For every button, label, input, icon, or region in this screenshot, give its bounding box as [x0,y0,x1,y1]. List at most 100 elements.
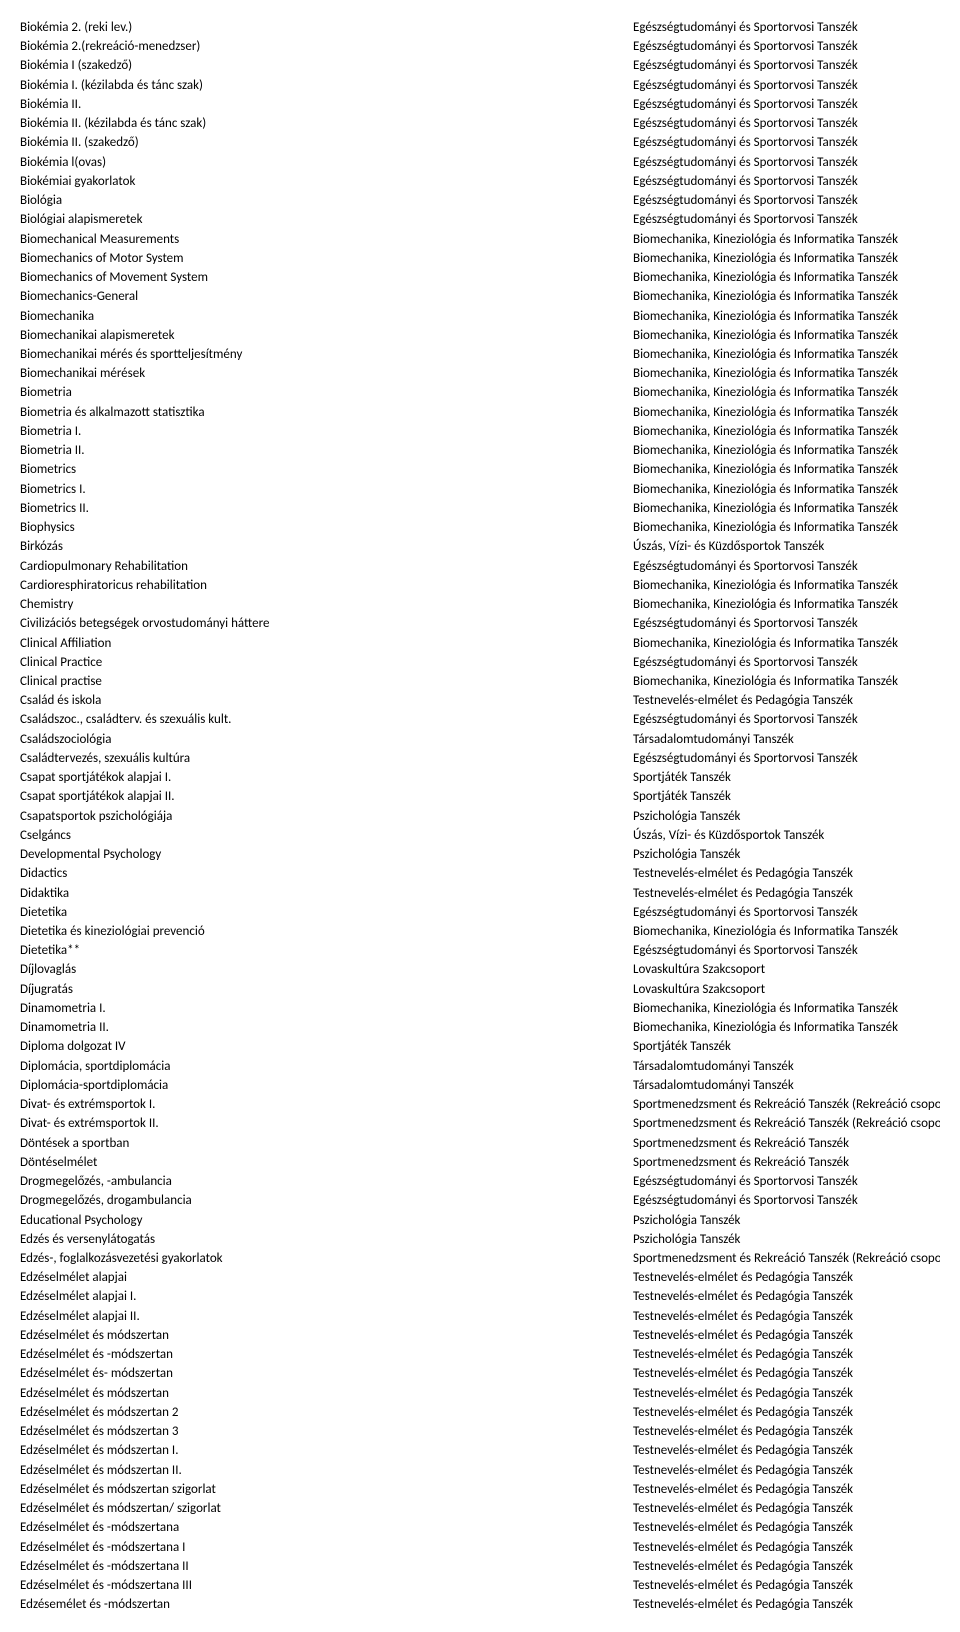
table-row: Edzéselmélet és módszertan 2Testnevelés-… [20,1403,940,1422]
department-name: Testnevelés-elmélet és Pedagógia Tanszék [633,1345,940,1364]
department-name: Egészségtudományi és Sportorvosi Tanszék [633,133,940,152]
table-row: BiometriaBiomechanika, Kineziológia és I… [20,383,940,402]
table-row: Biometrics II.Biomechanika, Kineziológia… [20,499,940,518]
department-name: Sportmenedzsment és Rekreáció Tanszék [633,1153,940,1172]
course-name: Biokémia II. (szakedző) [20,133,633,152]
department-name: Társadalomtudományi Tanszék [633,1076,940,1095]
course-name: Biomechanikai mérés és sportteljesítmény [20,345,633,364]
table-row: Biomechanikai mérés és sportteljesítmény… [20,345,940,364]
course-name: Diplomácia-sportdiplomácia [20,1076,633,1095]
course-name: Biometria I. [20,422,633,441]
table-row: DietetikaEgészségtudományi és Sportorvos… [20,903,940,922]
course-name: Edzésemélet és -módszertan [20,1595,633,1614]
department-name: Pszichológia Tanszék [633,807,940,826]
department-name: Testnevelés-elmélet és Pedagógia Tanszék [633,1326,940,1345]
table-row: Edzéselmélet alapjai I.Testnevelés-elmél… [20,1287,940,1306]
course-name: Diploma dolgozat IV [20,1037,633,1056]
department-name: Egészségtudományi és Sportorvosi Tanszék [633,941,940,960]
department-name: Biomechanika, Kineziológia és Informatik… [633,345,940,364]
department-name: Testnevelés-elmélet és Pedagógia Tanszék [633,1557,940,1576]
department-name: Biomechanika, Kineziológia és Informatik… [633,307,940,326]
department-name: Egészségtudományi és Sportorvosi Tanszék [633,153,940,172]
table-row: Edzéselmélet és -módszertana IIITestneve… [20,1576,940,1595]
course-name: Biometria és alkalmazott statisztika [20,403,633,422]
course-name: Biometrics II. [20,499,633,518]
course-name: Családszociológia [20,730,633,749]
course-name: Edzéselmélet és módszertan szigorlat [20,1480,633,1499]
course-table: Biokémia 2. (reki lev.)Egészségtudományi… [20,18,940,1614]
table-row: Dinamometria II.Biomechanika, Kineziológ… [20,1018,940,1037]
department-name: Egészségtudományi és Sportorvosi Tanszék [633,653,940,672]
department-name: Biomechanika, Kineziológia és Informatik… [633,364,940,383]
department-name: Testnevelés-elmélet és Pedagógia Tanszék [633,1538,940,1557]
department-name: Sportmenedzsment és Rekreáció Tanszék (R… [633,1095,940,1114]
table-row: Családtervezés, szexuális kultúraEgészsé… [20,749,940,768]
course-name: Edzés-, foglalkozásvezetési gyakorlatok [20,1249,633,1268]
table-row: Edzéselmélet alapjai II.Testnevelés-elmé… [20,1307,940,1326]
course-name: Biokémiai gyakorlatok [20,172,633,191]
department-name: Testnevelés-elmélet és Pedagógia Tanszék [633,864,940,883]
table-row: Edzéselmélet és -módszertana IITestnevel… [20,1557,940,1576]
table-row: BirkózásÚszás, Vízi- és Küzdősportok Tan… [20,537,940,556]
department-name: Biomechanika, Kineziológia és Informatik… [633,922,940,941]
course-name: Diplomácia, sportdiplomácia [20,1057,633,1076]
course-name: Edzéselmélet és -módszertan [20,1345,633,1364]
table-row: Biokémia 2. (reki lev.)Egészségtudományi… [20,18,940,37]
course-name: Edzéselmélet és -módszertana [20,1518,633,1537]
table-row: Biometria II.Biomechanika, Kineziológia … [20,441,940,460]
course-name: Edzéselmélet és -módszertana III [20,1576,633,1595]
department-name: Biomechanika, Kineziológia és Informatik… [633,518,940,537]
department-name: Egészségtudományi és Sportorvosi Tanszék [633,76,940,95]
course-name: Dinamometria II. [20,1018,633,1037]
table-row: Biomechanics of Movement SystemBiomechan… [20,268,940,287]
course-name: Drogmegelőzés, drogambulancia [20,1191,633,1210]
course-name: Cardioresphiratoricus rehabilitation [20,576,633,595]
department-name: Pszichológia Tanszék [633,1211,940,1230]
department-name: Testnevelés-elmélet és Pedagógia Tanszék [633,884,940,903]
course-name: Dietetika** [20,941,633,960]
course-name: Educational Psychology [20,1211,633,1230]
department-name: Testnevelés-elmélet és Pedagógia Tanszék [633,1307,940,1326]
table-row: Biokémia 2.(rekreáció-menedzser)Egészség… [20,37,940,56]
department-name: Biomechanika, Kineziológia és Informatik… [633,460,940,479]
course-name: Edzéselmélet és módszertan II. [20,1461,633,1480]
course-name: Edzéselmélet és módszertan/ szigorlat [20,1499,633,1518]
table-row: Civilizációs betegségek orvostudományi h… [20,614,940,633]
department-name: Testnevelés-elmélet és Pedagógia Tanszék [633,1287,940,1306]
course-name: Csapatsportok pszichológiája [20,807,633,826]
course-name: Biomechanikai mérések [20,364,633,383]
table-row: Csapat sportjátékok alapjai II.Sportjáté… [20,787,940,806]
course-name: Biometria II. [20,441,633,460]
course-name: Edzéselmélet és -módszertana II [20,1557,633,1576]
department-name: Testnevelés-elmélet és Pedagógia Tanszék [633,1595,940,1614]
course-name: Család és iskola [20,691,633,710]
department-name: Biomechanika, Kineziológia és Informatik… [633,672,940,691]
department-name: Testnevelés-elmélet és Pedagógia Tanszék [633,691,940,710]
course-name: Didaktika [20,884,633,903]
table-row: Biokémia I. (kézilabda és tánc szak)Egés… [20,76,940,95]
table-row: DidacticsTestnevelés-elmélet és Pedagógi… [20,864,940,883]
table-row: BiophysicsBiomechanika, Kineziológia és … [20,518,940,537]
table-row: Csapat sportjátékok alapjai I.Sportjáték… [20,768,940,787]
table-row: Biokémia II. (kézilabda és tánc szak)Egé… [20,114,940,133]
table-row: Edzés-, foglalkozásvezetési gyakorlatokS… [20,1249,940,1268]
course-name: Döntések a sportban [20,1134,633,1153]
course-name: Clinical Practice [20,653,633,672]
course-name: Edzéselmélet alapjai II. [20,1307,633,1326]
table-row: Drogmegelőzés, drogambulanciaEgészségtud… [20,1191,940,1210]
course-name: Döntéselmélet [20,1153,633,1172]
department-name: Biomechanika, Kineziológia és Informatik… [633,249,940,268]
course-name: Edzéselmélet alapjai [20,1268,633,1287]
department-name: Egészségtudományi és Sportorvosi Tanszék [633,172,940,191]
department-name: Testnevelés-elmélet és Pedagógia Tanszék [633,1268,940,1287]
table-row: Család és iskolaTestnevelés-elmélet és P… [20,691,940,710]
course-name: Díjlovaglás [20,960,633,979]
table-row: Divat- és extrémsportok II.Sportmenedzsm… [20,1114,940,1133]
course-name: Biokémia II. [20,95,633,114]
course-name: Csapat sportjátékok alapjai I. [20,768,633,787]
course-name: Biometria [20,383,633,402]
department-name: Biomechanika, Kineziológia és Informatik… [633,383,940,402]
department-name: Egészségtudományi és Sportorvosi Tanszék [633,56,940,75]
department-name: Biomechanika, Kineziológia és Informatik… [633,634,940,653]
table-row: DöntéselméletSportmenedzsment és Rekreác… [20,1153,940,1172]
